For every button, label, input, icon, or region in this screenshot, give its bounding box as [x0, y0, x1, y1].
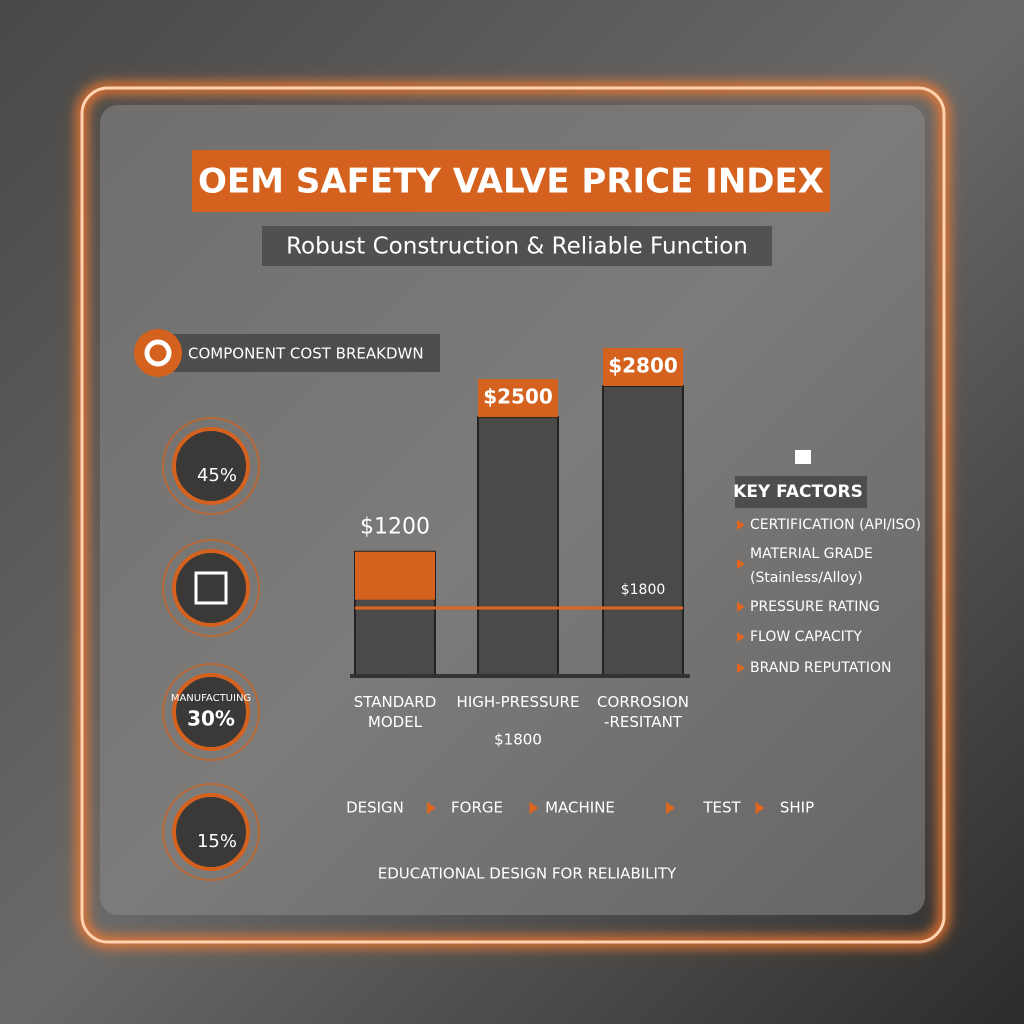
- bar-cap: [355, 551, 435, 600]
- frame: [80, 86, 946, 944]
- breakdown-rings: 45% MANUFACTUING 30% 15%: [162, 417, 260, 881]
- process-step: DESIGN: [346, 799, 404, 817]
- ring-value: 45%: [197, 465, 237, 486]
- process-steps: DESIGN FORGE MACHINE TEST SHIP: [346, 799, 814, 817]
- model-sub: $1800: [494, 731, 542, 749]
- factors-banner: [735, 476, 867, 508]
- price-label: $2800: [608, 354, 678, 378]
- process-step: MACHINE: [545, 799, 615, 817]
- ring-label: MANUFACTUING: [171, 693, 251, 704]
- factor: PRESSURE RATING: [750, 599, 880, 615]
- price-label: $1200: [360, 515, 430, 540]
- process-arrow: [755, 802, 765, 814]
- subtitle-banner: [262, 226, 772, 266]
- process-step: TEST: [702, 799, 741, 817]
- bullet: [737, 632, 745, 642]
- factor: FLOW CAPACITY: [750, 629, 862, 645]
- bullet: [737, 559, 745, 569]
- bar: [602, 385, 684, 677]
- bullet: [737, 602, 745, 612]
- title: OEM SAFETY VALVE PRICE INDEX: [198, 162, 824, 202]
- title-banner: [192, 150, 830, 212]
- footer: EDUCATIONAL DESIGN FOR RELIABILITY: [378, 865, 677, 883]
- bar-inner-label: $1800: [621, 582, 666, 598]
- subtitle: Robust Construction & Reliable Function: [286, 234, 748, 260]
- breakdown-banner: [150, 334, 440, 372]
- ring: [172, 549, 250, 627]
- model-name: STANDARD MODEL: [354, 693, 437, 731]
- breakdown-title: COMPONENT COST BREAKDWN: [188, 345, 424, 363]
- price-badge: [478, 379, 558, 418]
- bar: [477, 416, 559, 677]
- factor-list: CERTIFICATION (API/ISO) MATERIAL GRADE (St…: [737, 517, 921, 676]
- ring-outer: [162, 663, 260, 761]
- ring-outer: [162, 539, 260, 637]
- ring-outer: [162, 783, 260, 881]
- model-name: HIGH-PRESSURE: [457, 693, 580, 711]
- factor: CERTIFICATION (API/ISO): [750, 517, 921, 533]
- chip-icon: [194, 571, 228, 605]
- process-step: SHIP: [780, 799, 814, 817]
- factor: BRAND REPUTATION: [750, 660, 891, 676]
- process-arrow: [666, 802, 675, 814]
- bullet: [737, 520, 745, 530]
- process-arrow: [427, 802, 436, 814]
- lock-icon: [795, 450, 811, 464]
- price-badge: [603, 348, 683, 386]
- gear-icon-hole: [144, 339, 172, 367]
- ring-outer: [162, 417, 260, 515]
- gear-icon: [134, 329, 182, 377]
- ring-value: 15%: [197, 831, 237, 852]
- model-name: CORROSION -RESITANT: [597, 693, 689, 731]
- factors-title: KEY FACTORS: [733, 482, 863, 502]
- price-label: $2500: [483, 385, 553, 409]
- ring-value: 30%: [187, 707, 235, 731]
- ring: [172, 427, 250, 505]
- process-step: FORGE: [451, 799, 503, 817]
- bullet: [737, 663, 745, 673]
- process-arrow: [529, 802, 539, 814]
- factor: MATERIAL GRADE (Stainless/Alloy): [750, 546, 873, 586]
- ring: [172, 673, 250, 751]
- ring: [172, 793, 250, 871]
